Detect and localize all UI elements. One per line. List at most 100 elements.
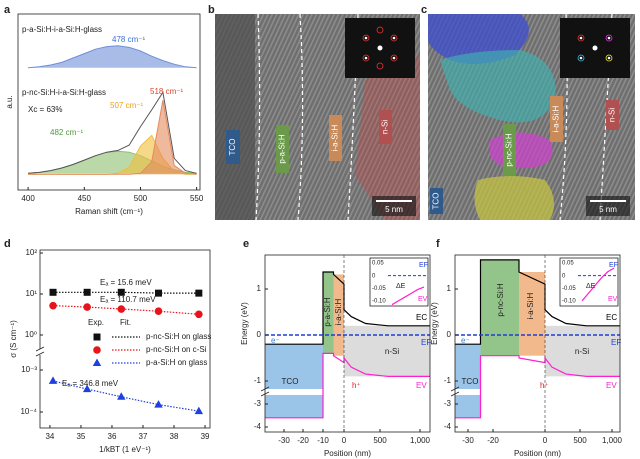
band-region [333,274,344,356]
inset-tick-label: 0.05 [372,261,384,267]
y-tick-label: -3 [444,399,452,408]
inset-label: EF [419,262,428,269]
x-tick-label: 500 [134,194,148,203]
y-tick-label: -3 [254,399,262,408]
band-label: EF [611,338,621,347]
panel-label: d [4,238,11,250]
carrier-label: e⁻ [271,336,280,345]
panel-label: c [421,4,427,16]
spectrum-area [28,100,197,175]
band-region [480,259,519,356]
layer-label: i-a-Si:H [331,124,340,151]
inset-label: EV [418,296,428,303]
legend-label: p-a-Si:H on glass [146,358,207,367]
x-tick-label: 0 [342,436,347,445]
plot-frame [264,254,431,433]
inset-tick-label: -0.05 [562,286,576,292]
y-tick-label: 10⁻³ [21,365,37,374]
marker-triangle [82,384,92,393]
inset-tick-label: -0.10 [562,299,576,305]
scale-bar-label: 5 nm [385,205,403,214]
band-label: EC [416,313,427,322]
y-tick-label: -4 [444,422,452,431]
x-axis-label: Position (nm) [324,449,371,458]
y-tick-label: 10² [25,248,37,257]
spectrum-line [28,90,197,174]
marker-square [49,288,57,296]
y-tick-label: -1 [444,376,452,385]
layer-label: i-a-Si:H [552,105,561,132]
x-tick-label: 550 [190,194,204,203]
plot-frame [454,254,621,433]
layer-label: TCO [432,193,441,210]
inset-label: EV [608,296,618,303]
y-tick-label: -1 [254,376,262,385]
marker-triangle [154,400,163,408]
marker-square [83,288,91,296]
marker-square [117,288,125,296]
band-label: EF [421,338,431,347]
inset-tick-label: -0.05 [372,286,386,292]
marker-circle [93,346,101,354]
panel-label: b [208,4,215,16]
x-axis-label: 1/kBT (1 eV⁻¹) [99,445,151,454]
annotation: 507 cm⁻¹ [110,101,143,110]
marker-square [155,289,163,297]
y-tick-label: -4 [254,422,262,431]
x-tick-label: -20 [487,436,499,445]
axis-break [455,389,620,395]
y-axis-label: Energy (eV) [240,302,249,345]
x-tick-label: 500 [573,436,587,445]
marker-circle [117,305,126,313]
x-tick-label: 0 [543,436,548,445]
y-axis-label: a.u. [5,95,14,108]
x-tick-label: -30 [462,436,474,445]
inset-label: ΔE [396,283,406,290]
y-tick-label: 0 [257,330,262,339]
annotation: Eₐ = 346.8 meV [62,379,119,388]
layer-label: n-Si [608,108,617,122]
fit-line [53,291,199,294]
x-tick-label: 37 [139,432,148,441]
region-label: n-Si [575,347,589,356]
y-axis-label: Energy (eV) [430,302,439,345]
x-tick-label: 36 [108,432,117,441]
inset-tick-label: 0 [372,273,376,279]
x-axis-label: Position (nm) [514,449,561,458]
x-tick-label: 34 [45,432,54,441]
plot-frame [39,249,211,429]
y-tick-label: 1 [447,284,452,293]
y-tick-label: 10⁰ [25,330,37,339]
axis-break-mark [450,386,460,397]
micrograph-b: TCO p-a-Si:H i-a-Si:H n-Si 5 nm [215,13,420,221]
marker-circle [83,303,91,311]
layer-label: n-Si [381,120,390,134]
x-tick-label: 1,000 [410,436,431,445]
band-region [323,272,334,354]
x-tick-label: 1,000 [602,436,623,445]
annotation: p-a-Si:H-i-a-Si:H-glass [22,25,102,34]
inset-curve [581,267,615,302]
axis-break [265,389,430,395]
x-tick-label: 400 [21,194,35,203]
inset-frame [369,257,429,307]
inset-tick-label: 0 [562,273,566,279]
marker-triangle [194,406,204,415]
inset-label: EF [609,262,618,269]
carrier-label: h⁺ [540,381,549,390]
fit-line [52,305,199,315]
band-line [455,259,620,345]
band-region [545,325,620,377]
x-tick-label: 39 [201,432,210,441]
band-region [265,344,323,418]
panel-label: e [243,238,249,250]
region-label: p-nc-Si:H [496,283,505,317]
annotation: Eₐ = 15.6 meV [100,278,152,287]
inset-curve [391,286,425,306]
band-label: EV [606,381,617,390]
y-tick-label: 10¹ [25,289,37,298]
band-region [519,272,545,356]
marker-circle [154,307,163,316]
region-label: i-a-Si:H [334,298,343,325]
annotation: 482 cm⁻¹ [50,128,83,137]
